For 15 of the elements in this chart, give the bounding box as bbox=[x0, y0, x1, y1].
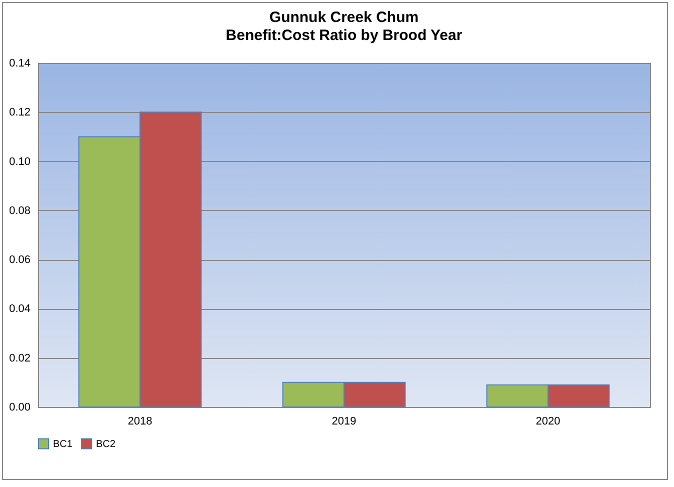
y-tick-label: 0.02 bbox=[9, 352, 30, 364]
legend-label: BC1 bbox=[53, 438, 73, 450]
chart-subtitle: Benefit:Cost Ratio by Brood Year bbox=[226, 27, 462, 44]
chart-title: Gunnuk Creek Chum bbox=[269, 9, 419, 26]
y-tick-label: 0.00 bbox=[9, 402, 30, 414]
x-tick-label: 2018 bbox=[128, 416, 152, 428]
x-tick-label: 2020 bbox=[536, 416, 560, 428]
y-tick-label: 0.08 bbox=[9, 204, 30, 217]
y-tick-label: 0.12 bbox=[9, 106, 30, 119]
y-tick-label: 0.04 bbox=[9, 303, 30, 316]
y-tick-label: 0.10 bbox=[9, 156, 30, 168]
x-tick-label: 2019 bbox=[332, 416, 356, 428]
y-tick-label: 0.06 bbox=[9, 254, 30, 266]
legend-label: BC2 bbox=[96, 438, 116, 450]
y-tick-label: 0.14 bbox=[9, 58, 30, 70]
